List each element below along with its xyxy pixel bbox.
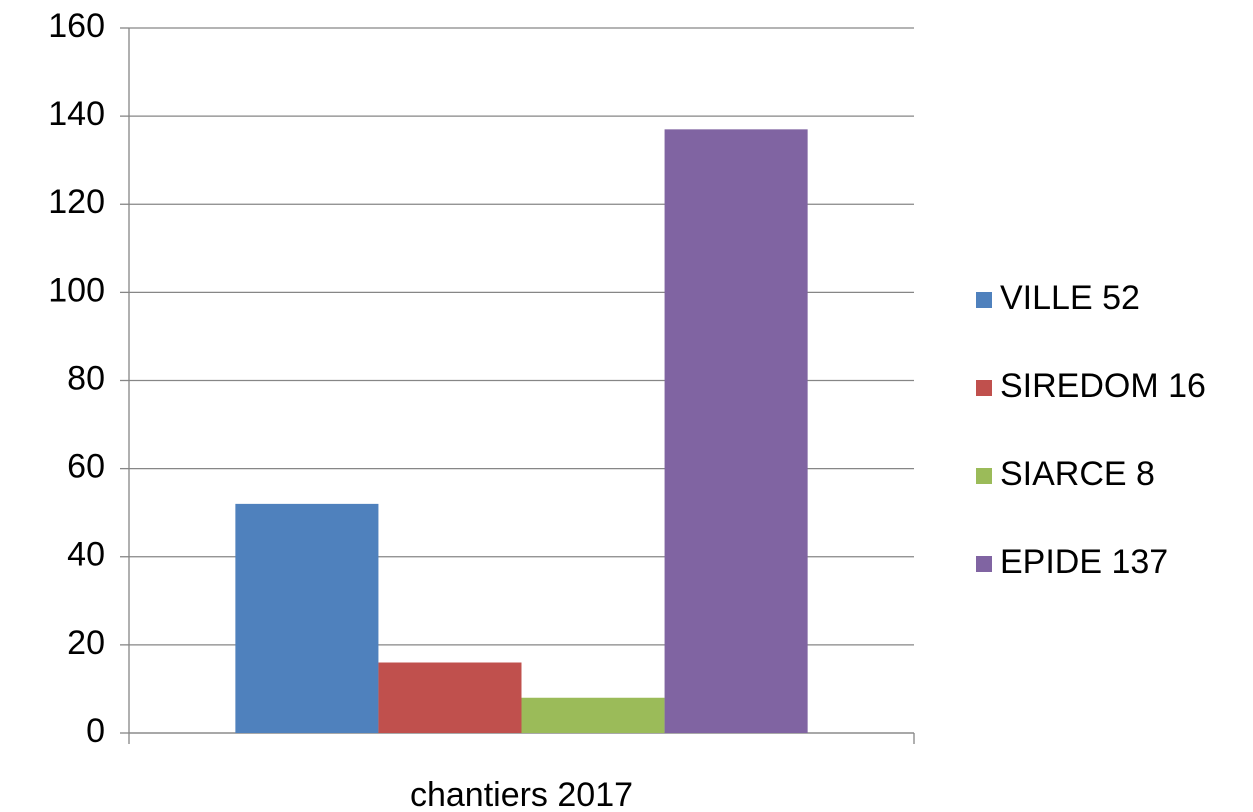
legend-label: EPIDE 137 — [1000, 543, 1168, 581]
y-tick-label: 60 — [67, 448, 105, 486]
bar — [664, 129, 808, 733]
legend-swatch — [976, 468, 992, 484]
y-tick-label: 80 — [67, 359, 105, 397]
legend-swatch — [976, 556, 992, 572]
y-tick-label: 0 — [86, 712, 105, 750]
y-tick-label: 160 — [48, 7, 105, 45]
legend-label: SIARCE 8 — [1000, 455, 1155, 493]
bar — [521, 697, 665, 733]
legend-swatch — [976, 292, 992, 308]
legend-swatch — [976, 380, 992, 396]
x-tick-label: chantiers 2017 — [410, 776, 633, 812]
y-tick-label: 100 — [48, 271, 105, 309]
y-tick-label: 140 — [48, 95, 105, 133]
bar — [235, 503, 379, 733]
legend-label: SIREDOM 16 — [1000, 367, 1206, 405]
y-tick-label: 120 — [48, 183, 105, 221]
y-tick-label: 20 — [67, 624, 105, 662]
bar — [378, 662, 522, 733]
legend-label: VILLE 52 — [1000, 279, 1140, 317]
y-tick-label: 40 — [67, 536, 105, 574]
